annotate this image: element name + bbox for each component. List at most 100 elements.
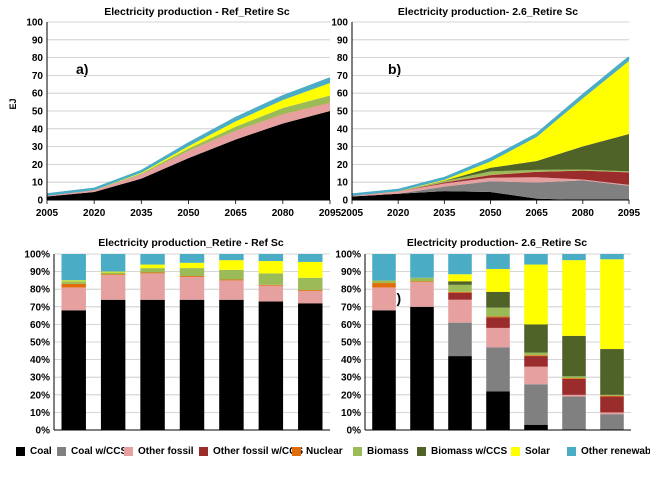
panel-c-bar-2050-other-fossil: [179, 276, 205, 300]
panel-d-bar-2065-solar: [524, 264, 548, 325]
panel-b-ytick-label: 100: [331, 18, 348, 29]
panel-d-bar-2020-coal: [410, 306, 434, 430]
legend-item-nuclear: Nuclear: [292, 441, 343, 461]
panel-d-bar-2005-other-renewable: [372, 254, 396, 281]
panel-c-bar-2065-other-fossil: [219, 280, 244, 300]
panel-d-bar-2005-coal: [372, 310, 396, 430]
panel-d-bar-2095-other-fossil-w-ccs: [600, 396, 624, 413]
panel-c-bar-2050-other-renewable: [179, 254, 205, 263]
panel-a-ytick-label: 10: [32, 178, 44, 189]
panel-b-ytick-label: 90: [337, 35, 349, 46]
panel-d-bar-2080-nuclear: [562, 378, 586, 379]
panel-b-ytick-label: 80: [337, 53, 349, 64]
legend-item-other-fossil: Other fossil: [124, 441, 194, 461]
panel-a-xtick-label: 2035: [130, 208, 153, 219]
legend-item-other-renewable: Other renewable: [567, 441, 650, 461]
panel-d-bar-2050-other-fossil-w-ccs: [486, 317, 510, 328]
panel-d-bar-2080-other-fossil: [562, 394, 586, 397]
panel-c-bar-2035-solar: [140, 264, 165, 269]
panel-b-xtick-label: 2065: [526, 208, 549, 219]
panel-c-bar-2020-nuclear: [100, 274, 126, 276]
panel-c-bar-2080-solar: [258, 261, 284, 274]
panel-a-label: a): [76, 61, 88, 77]
panel-d-bar-2065-biomass: [524, 352, 548, 356]
panel-d-bar-2065-other-fossil-w-ccs: [524, 356, 548, 367]
panel-a-area-biomass: [47, 95, 330, 196]
panel-d-bar-2095-biomass-w-ccs: [600, 349, 624, 395]
panel-a-ytick-label: 30: [32, 142, 44, 153]
panel-c-bar-2080-coal: [258, 301, 284, 430]
panel-d-ytick-label: 60%: [341, 320, 361, 331]
panel-c-ytick-label: 50%: [30, 338, 50, 349]
panel-a-area-solar: [47, 83, 330, 196]
panel-c-xtick-label: 2080: [260, 439, 283, 440]
panel-a-area-coal: [47, 111, 330, 200]
panel-d-bar-2095-solar: [600, 259, 624, 350]
panel-d-bar-2095-biomass: [600, 394, 624, 396]
panel-c-ytick-label: 30%: [30, 373, 50, 384]
panel-c-bar-2050-biomass: [179, 268, 205, 276]
panel-d-bar-2065-other-fossil: [524, 366, 548, 385]
panel-c-ytick-label: 90%: [30, 267, 50, 278]
panel-a-xtick-label: 2065: [225, 208, 248, 219]
panel-d-bar-2050-other-fossil: [486, 327, 510, 348]
panel-c-bar-2035-biomass: [140, 268, 165, 273]
legend-item-solar: Solar: [511, 441, 550, 461]
panel-c-xtick-label: 2065: [220, 439, 243, 440]
panel-b-area-coal: [352, 191, 629, 200]
panel-d-bar-2005-other-fossil: [372, 287, 396, 311]
panel-a-ylabel: EJ: [8, 98, 18, 109]
panel-a-xtick-label: 2050: [177, 208, 200, 219]
panel-c-bar-2095-nuclear: [298, 290, 323, 291]
panel-d-bar-2080-solar: [562, 260, 586, 336]
panel-d-bar-2095-nuclear: [600, 395, 624, 397]
legend-swatch: [417, 446, 426, 456]
panel-c-bar-2095-coal: [298, 303, 323, 430]
panel-d-xtick-label: 2005: [373, 439, 396, 440]
panel-d-bar-2065-biomass-w-ccs: [524, 324, 548, 353]
panel-d-bar-2035-nuclear: [448, 291, 472, 293]
panel-c-bar-2020-coal: [100, 299, 126, 430]
panel-a: Electricity production - Ref_Retire Sc E…: [8, 6, 342, 219]
panel-d-bar-2050-solar: [486, 268, 510, 292]
panel-b-ytick-label: 70: [337, 71, 349, 82]
panel-b-area-other-fossil-w-ccs: [352, 170, 629, 196]
panel-c-bar-2095-biomass: [298, 277, 323, 291]
legend-label: Coal w/CCS: [71, 445, 128, 457]
panel-b-title: Electricity production- 2.6_Retire Sc: [398, 6, 578, 18]
panel-d-bar-2095-coal-w-ccs: [600, 414, 624, 430]
legend-swatch: [292, 446, 301, 456]
panel-c-bar-2020-other-renewable: [100, 254, 126, 272]
panel-d-bar-2050-biomass-w-ccs: [486, 291, 510, 308]
panel-b-xtick-label: 2050: [479, 208, 502, 219]
figure: Electricity production - Ref_Retire Sc E…: [8, 6, 641, 440]
panel-d-bar-2080-coal-w-ccs: [562, 396, 586, 430]
legend-label: Other fossil w/CCS: [213, 445, 304, 457]
panel-d-ytick-label: 50%: [341, 338, 361, 349]
panel-d-bar-2035-coal: [448, 356, 472, 430]
panel-a-ytick-label: 90: [32, 35, 44, 46]
panel-b-ytick-label: 60: [337, 89, 349, 100]
panel-d-bar-2050-biomass: [486, 307, 510, 317]
panel-c-xtick-label: 2035: [141, 439, 164, 440]
panel-d-bar-2095-other-fossil: [600, 412, 624, 415]
panel-d-ytick-label: 70%: [341, 302, 361, 313]
panel-c-bar-2035-other-renewable: [140, 254, 165, 265]
panel-c-xtick-label: 2020: [102, 439, 125, 440]
panel-a-total-line: [46, 77, 331, 196]
panel-a-plot: 0 10 20 30 40 50 60 70 80 90 100 2005 2020 2035 2050 20…: [26, 18, 341, 220]
legend-swatch: [57, 446, 66, 456]
panel-d-bar-2035-other-renewable: [448, 254, 472, 275]
panel-b-xtick-label: 2005: [341, 208, 364, 219]
panel-d-plot: 0% 10% 20% 30% 40% 50% 60% 70% 80% 90% 100% 2005 202…: [335, 250, 631, 440]
panel-c-bar-2080-biomass: [258, 273, 284, 285]
panel-c-xtick-label: 2095: [299, 439, 322, 440]
panel-c-ytick-label: 70%: [30, 302, 50, 313]
panel-d-ytick-label: 90%: [341, 267, 361, 278]
panel-c-xtick-label: 2050: [181, 439, 204, 440]
panel-a-xtick-label: 2020: [83, 208, 106, 219]
legend-item-biomass: Biomass: [353, 441, 409, 461]
panel-c-bar-2035-other-fossil: [140, 273, 165, 300]
panel-d: Electricity production- 2.6_Retire Sc d)…: [335, 237, 631, 440]
panel-c-ytick-label: 80%: [30, 285, 50, 296]
